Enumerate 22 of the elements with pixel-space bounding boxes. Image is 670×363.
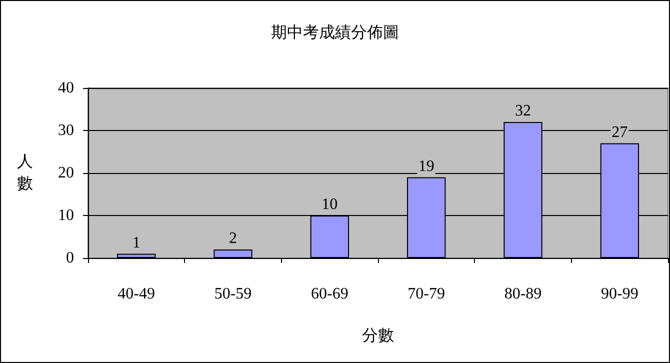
data-label: 32: [515, 102, 531, 120]
x-axis-title: 分數: [362, 328, 394, 344]
data-label: 27: [612, 124, 628, 141]
y-tick-label: 0: [66, 250, 74, 266]
bar: [214, 250, 252, 258]
x-tick-label: 70-79: [408, 286, 445, 302]
chart-title: 期中考成績分佈圖: [271, 24, 399, 42]
x-tick-label: 50-59: [214, 286, 252, 302]
x-tick-label: 80-89: [504, 286, 542, 302]
y-tick-label: 10: [58, 207, 74, 224]
bar: [117, 254, 156, 258]
x-tick-label: 40-49: [118, 286, 155, 302]
y-tick-label: 40: [58, 80, 74, 96]
data-label: 19: [418, 158, 434, 175]
data-label: 1: [132, 234, 140, 252]
data-label: 10: [322, 196, 338, 213]
x-tick-label: 90-99: [601, 286, 638, 302]
y-axis-title: 人數: [17, 154, 33, 192]
data-label: 2: [229, 230, 237, 247]
y-tick-label: 30: [58, 122, 74, 139]
y-tick-label: 20: [58, 164, 74, 182]
x-tick-label: 60-69: [311, 286, 348, 302]
